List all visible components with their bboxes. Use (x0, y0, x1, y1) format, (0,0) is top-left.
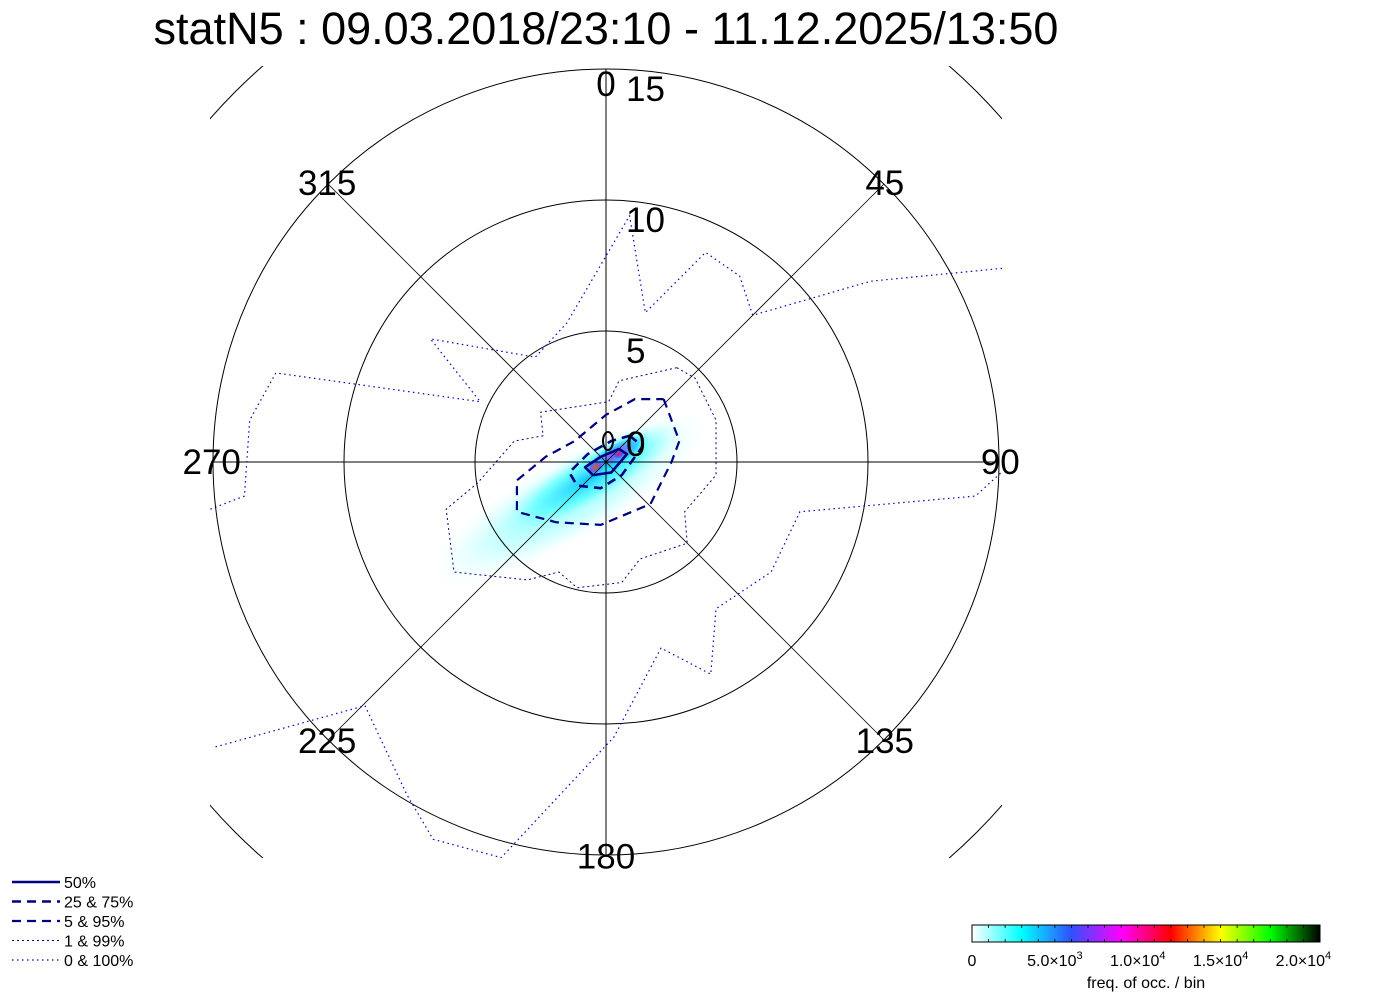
tick-mantissa: 1.0×10 (1110, 953, 1159, 970)
tick-mantissa: 1.5×10 (1193, 953, 1242, 970)
contour-line (445, 367, 717, 589)
tick-mantissa: 5.0×10 (1027, 953, 1076, 970)
direction-label: 45 (865, 164, 904, 203)
colorbar-tick-label: 1.0×104 (1110, 950, 1166, 970)
colorbar-tick-label: 0 (968, 953, 977, 970)
colorbar-tick-label: 5.0×103 (1027, 950, 1083, 970)
colorbar-tick-label: 2.0×104 (1276, 950, 1332, 970)
legend-label: 25 & 75% (64, 895, 133, 912)
radius-label: 5 (626, 332, 645, 371)
tick-mantissa: 0 (968, 953, 977, 970)
tick-mantissa: 2.0×10 (1276, 953, 1325, 970)
legend-label: 50% (64, 875, 96, 892)
direction-label: 270 (182, 443, 240, 482)
legend-label: 0 & 100% (64, 953, 133, 970)
colorbar-gradient (971, 924, 1321, 943)
contour-line (210, 215, 1002, 510)
colorbar-tick-label: 1.5×104 (1193, 950, 1249, 970)
direction-label: 315 (298, 164, 356, 203)
direction-line-135 (327, 183, 885, 741)
contours (210, 215, 1002, 858)
tick-exponent: 4 (1242, 950, 1248, 962)
tick-exponent: 4 (1159, 950, 1165, 962)
direction-label: 90 (981, 443, 1020, 482)
direction-label: 225 (298, 722, 356, 761)
axis-labels: 0 45 90 135 180 225 270 315 0 5 10 15 (182, 65, 1019, 876)
legend: 50% 25 & 75% 5 & 95% 1 & 99% 0 & 100% (12, 875, 133, 970)
chart-title: statN5 : 09.03.2018/23:10 - 11.12.2025/1… (154, 3, 1059, 54)
contour-line (515, 398, 681, 526)
radius-label: 0 (626, 425, 645, 464)
direction-label: 0 (596, 65, 615, 104)
radius-label: 15 (626, 70, 665, 109)
colorbar-label: freq. of occ. / bin (1087, 975, 1205, 992)
tick-exponent: 3 (1076, 950, 1082, 962)
legend-label: 1 & 99% (64, 934, 124, 951)
contour-peak (602, 431, 614, 451)
radius-label: 10 (626, 201, 665, 240)
polar-grid (210, 66, 1002, 858)
tick-exponent: 4 (1325, 950, 1331, 962)
direction-label: 135 (856, 722, 914, 761)
legend-label: 5 & 95% (64, 914, 124, 931)
direction-label: 180 (577, 837, 635, 876)
contour-line (212, 471, 1002, 858)
contour-line (583, 447, 629, 477)
